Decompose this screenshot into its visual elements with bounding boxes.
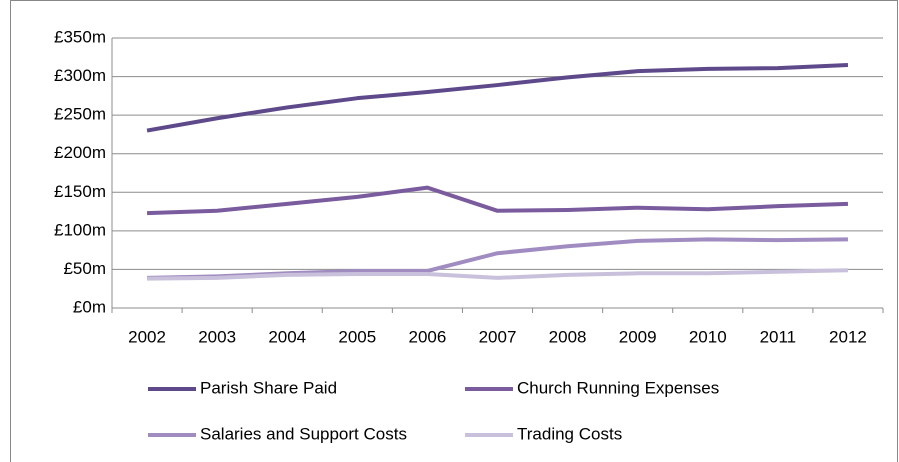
series-line — [146, 63, 849, 133]
x-tick-label: 2011 — [760, 327, 797, 346]
legend-label: Parish Share Paid — [200, 378, 337, 397]
series-line — [147, 268, 848, 281]
y-tick-label: £0m — [73, 297, 106, 316]
y-tick-label: £150m — [54, 182, 106, 201]
legend-label: Church Running Expenses — [517, 378, 719, 397]
y-tick-label: £100m — [54, 220, 106, 239]
x-tick-label: 2007 — [479, 327, 517, 346]
x-tick-label: 2008 — [549, 327, 587, 346]
y-tick-label: £250m — [54, 105, 106, 124]
y-tick-label: £200m — [54, 143, 106, 162]
x-tick-label: 2012 — [829, 327, 867, 346]
x-tick-label: 2005 — [338, 327, 376, 346]
series-line — [146, 185, 849, 216]
x-tick-label: 2002 — [128, 327, 166, 346]
x-tick-label: 2010 — [689, 327, 727, 346]
x-tick-label: 2004 — [268, 327, 306, 346]
y-tick-label: £350m — [54, 27, 106, 46]
legend-label: Salaries and Support Costs — [200, 424, 407, 443]
y-tick-label: £50m — [63, 259, 106, 278]
x-tick-label: 2006 — [408, 327, 446, 346]
x-tick-label: 2009 — [619, 327, 657, 346]
x-tick-label: 2003 — [198, 327, 236, 346]
y-tick-label: £300m — [54, 66, 106, 85]
chart-frame — [10, 0, 898, 462]
legend-label: Trading Costs — [517, 424, 622, 443]
